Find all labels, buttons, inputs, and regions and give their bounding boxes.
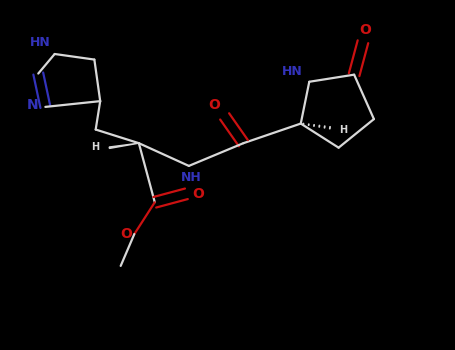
Text: H: H xyxy=(339,125,348,135)
Polygon shape xyxy=(109,143,139,148)
Text: O: O xyxy=(120,227,132,241)
Text: N: N xyxy=(27,98,39,112)
Text: HN: HN xyxy=(30,36,51,49)
Text: HN: HN xyxy=(282,65,303,78)
Text: O: O xyxy=(359,23,371,37)
Text: O: O xyxy=(208,98,220,112)
Text: H: H xyxy=(91,142,99,152)
Text: O: O xyxy=(192,187,204,201)
Text: NH: NH xyxy=(181,172,202,184)
